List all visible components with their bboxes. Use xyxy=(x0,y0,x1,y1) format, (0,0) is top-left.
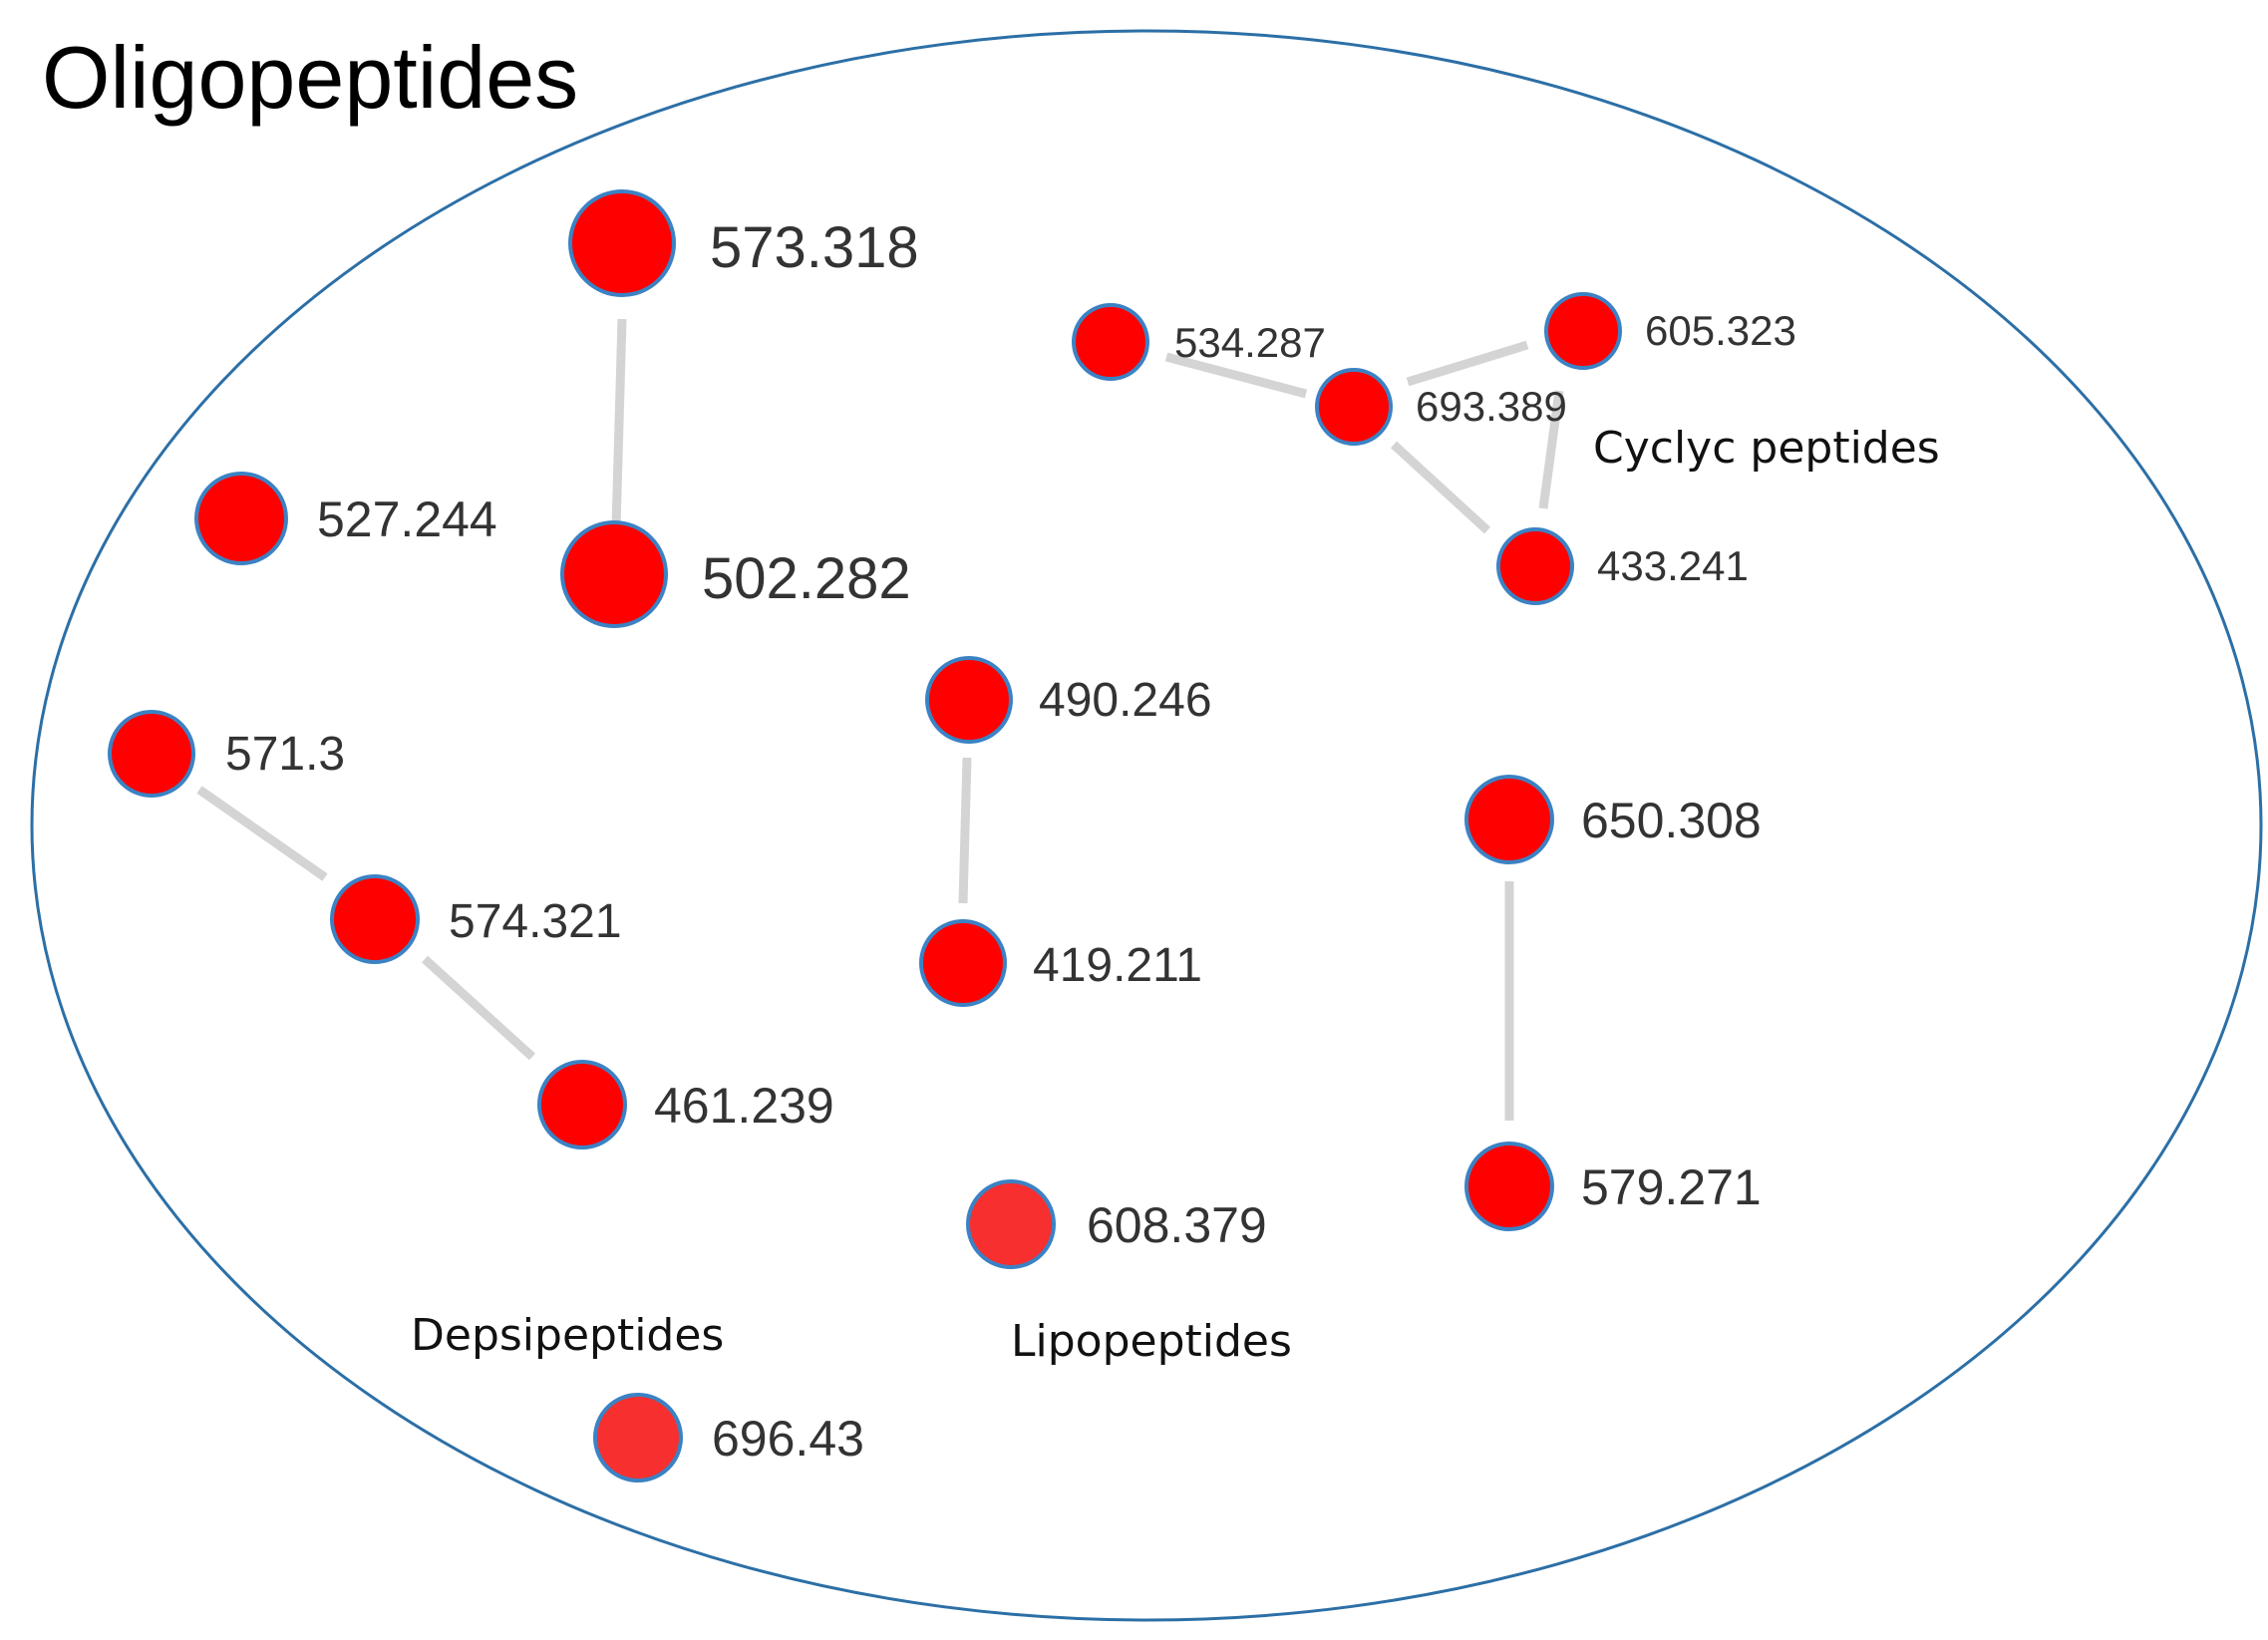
group-label-cyclic-peptides: Cyclyc peptides xyxy=(1593,423,1940,474)
oligopeptides-boundary xyxy=(30,29,2263,1622)
label-490-246: 490.246 xyxy=(1039,674,1212,727)
label-573-318: 573.318 xyxy=(710,215,919,280)
group-label-depsipeptides: Depsipeptides xyxy=(411,1310,724,1361)
node-433-241[interactable] xyxy=(1496,527,1574,605)
label-571-3: 571.3 xyxy=(225,728,345,781)
label-527-244: 527.244 xyxy=(317,492,497,547)
node-650-308[interactable] xyxy=(1464,775,1554,864)
node-605-323[interactable] xyxy=(1544,292,1622,370)
label-419-211: 419.211 xyxy=(1033,939,1202,992)
label-433-241: 433.241 xyxy=(1597,542,1749,589)
node-571-3[interactable] xyxy=(108,710,195,798)
label-650-308: 650.308 xyxy=(1581,793,1762,848)
node-490-246[interactable] xyxy=(925,656,1013,744)
label-502-282: 502.282 xyxy=(702,546,911,611)
node-693-389[interactable] xyxy=(1315,368,1393,446)
node-608-379[interactable] xyxy=(966,1179,1056,1269)
label-605-323: 605.323 xyxy=(1645,307,1796,354)
edge-490-246-419-211 xyxy=(958,757,972,904)
label-534-287: 534.287 xyxy=(1174,319,1326,366)
edges xyxy=(196,318,1564,1121)
label-579-271: 579.271 xyxy=(1581,1159,1762,1215)
node-502-282[interactable] xyxy=(560,520,668,628)
edge-534-287-693-389 xyxy=(1164,352,1308,399)
node-419-211[interactable] xyxy=(919,919,1007,1007)
edge-605-323-433-241 xyxy=(1538,390,1564,509)
label-574-321: 574.321 xyxy=(449,895,622,948)
node-696-43[interactable] xyxy=(593,1393,683,1482)
node-579-271[interactable] xyxy=(1464,1142,1554,1231)
node-527-244[interactable] xyxy=(194,472,288,565)
node-534-287[interactable] xyxy=(1072,303,1149,381)
edge-573-318-502-282 xyxy=(611,318,627,527)
nodes xyxy=(108,189,1622,1482)
label-461-239: 461.239 xyxy=(654,1078,834,1134)
label-696-43: 696.43 xyxy=(712,1411,864,1467)
node-labels: 573.318 502.282 527.244 534.287 693.389 … xyxy=(225,215,1796,1467)
edge-693-389-605-323 xyxy=(1406,340,1529,387)
node-461-239[interactable] xyxy=(537,1060,627,1149)
diagram-title: Oligopeptides xyxy=(42,28,578,127)
label-608-379: 608.379 xyxy=(1087,1197,1267,1253)
edge-571-3-574-321 xyxy=(196,786,328,881)
node-573-318[interactable] xyxy=(568,189,676,297)
edge-693-389-433-241 xyxy=(1390,441,1491,534)
label-693-389: 693.389 xyxy=(1416,383,1567,430)
group-label-lipopeptides: Lipopeptides xyxy=(1011,1316,1292,1367)
node-574-321[interactable] xyxy=(330,874,420,964)
edge-574-321-461-239 xyxy=(421,955,536,1061)
